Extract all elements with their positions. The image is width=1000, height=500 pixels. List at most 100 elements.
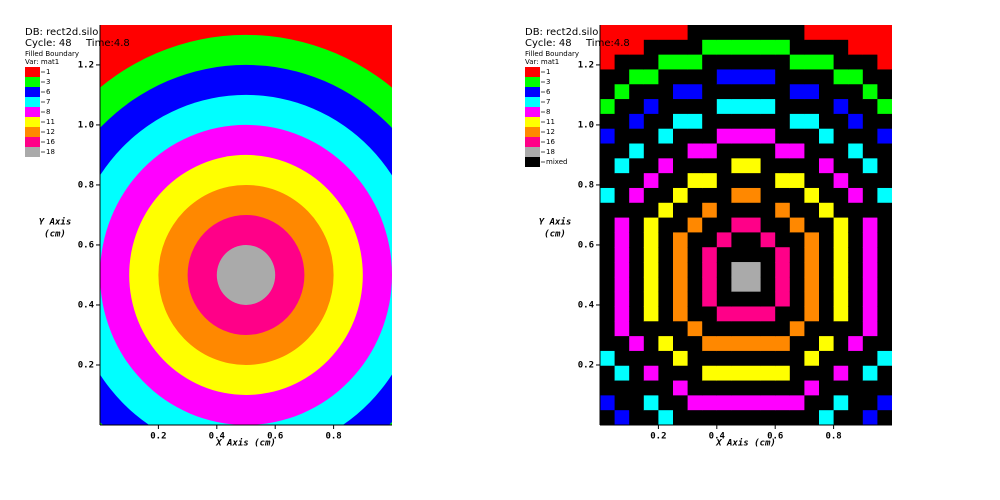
zone: [629, 336, 645, 352]
zone: [658, 232, 674, 248]
zone: [789, 202, 805, 219]
db-name: DB: rect2d.silo: [525, 27, 598, 38]
y-axis-unit: (cm): [44, 230, 66, 240]
zone: [673, 350, 689, 367]
zone: [643, 336, 659, 352]
zone: [848, 187, 864, 204]
zone: [716, 291, 732, 307]
zone: [760, 410, 776, 425]
zone: [600, 69, 616, 85]
legend-swatch: [25, 67, 40, 77]
zone: [687, 321, 703, 337]
zone: [716, 39, 732, 56]
zone: [702, 321, 718, 337]
zone: [673, 291, 689, 307]
zone: [600, 113, 616, 130]
zone: [702, 232, 718, 248]
zone: [658, 276, 674, 293]
plot-type: Filled Boundary: [25, 50, 79, 58]
zone: [614, 291, 630, 307]
zone: [687, 143, 703, 159]
zone: [643, 25, 659, 41]
zone: [819, 262, 835, 278]
zone: [746, 173, 762, 189]
zone: [687, 69, 703, 85]
zone: [804, 128, 820, 145]
zone: [862, 187, 878, 204]
zone: [600, 128, 616, 145]
zone: [877, 187, 892, 204]
zone: [658, 380, 674, 396]
zone: [658, 84, 674, 100]
zone: [833, 25, 849, 41]
zone: [877, 113, 892, 130]
var-name: Var: mat1: [525, 58, 559, 66]
zone: [702, 158, 718, 174]
zone: [804, 247, 820, 263]
zone: [746, 113, 762, 130]
plot-area: [600, 25, 892, 425]
zone: [629, 84, 645, 100]
zone: [848, 202, 864, 219]
zone: [819, 336, 835, 352]
zone: [833, 336, 849, 352]
zone: [877, 39, 892, 56]
zone: [629, 143, 645, 159]
zone: [658, 54, 674, 70]
zone: [614, 336, 630, 352]
zone: [673, 232, 689, 248]
x-tick-label: 0.6: [267, 432, 283, 442]
zone: [789, 39, 805, 56]
zone: [746, 306, 762, 322]
y-tick-label: 0.4: [78, 300, 95, 310]
zone: [789, 350, 805, 367]
zone: [760, 321, 776, 337]
time: Time:4.8: [585, 38, 630, 49]
zone: [746, 25, 762, 41]
zone: [804, 276, 820, 293]
legend-label: 8: [46, 108, 50, 116]
zone: [600, 410, 616, 425]
zone: [629, 321, 645, 337]
region: [216, 244, 276, 305]
zone: [760, 232, 776, 248]
zone: [600, 247, 616, 263]
legend-label: 11: [546, 118, 555, 126]
zone: [687, 306, 703, 322]
zone: [804, 380, 820, 396]
zone: [614, 232, 630, 248]
zone: [833, 380, 849, 396]
zone: [862, 99, 878, 115]
zone: [848, 410, 864, 425]
zone: [819, 25, 835, 41]
zone: [775, 232, 791, 248]
zone: [716, 54, 732, 70]
x-axis-label: X Axis (cm): [715, 438, 776, 449]
zone: [819, 217, 835, 233]
zone: [702, 173, 718, 189]
zone: [614, 54, 630, 70]
zone: [600, 395, 616, 411]
legend-swatch: [25, 77, 40, 87]
legend-swatch: [25, 107, 40, 117]
zone: [760, 187, 776, 204]
zone: [731, 247, 747, 263]
zone: [629, 262, 645, 278]
zone: [687, 187, 703, 204]
x-tick-label: 0.4: [209, 432, 226, 442]
zone: [819, 276, 835, 293]
zone: [716, 99, 732, 115]
zone: [760, 69, 776, 85]
zone: [658, 99, 674, 115]
zone: [877, 276, 892, 293]
zone: [775, 350, 791, 367]
zone: [789, 113, 805, 130]
zone: [877, 232, 892, 248]
zone: [614, 202, 630, 219]
zone: [789, 99, 805, 115]
zone: [877, 84, 892, 100]
zone: [789, 128, 805, 145]
zone: [716, 217, 732, 233]
zone: [673, 69, 689, 85]
